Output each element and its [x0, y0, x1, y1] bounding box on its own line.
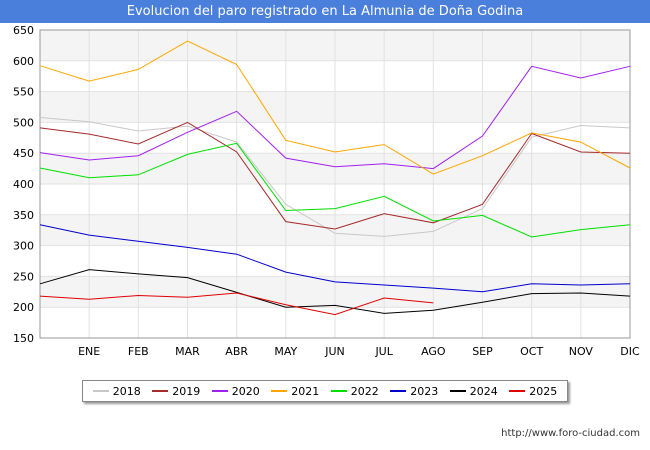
legend-swatch	[330, 390, 347, 392]
legend-item-2025: 2025	[509, 385, 557, 398]
x-tick-label: AGO	[421, 345, 446, 358]
x-tick-label: FEB	[128, 345, 149, 358]
y-tick-label: 600	[13, 55, 34, 68]
y-tick-label: 550	[13, 86, 34, 99]
x-tick-label: OCT	[520, 345, 543, 358]
legend-item-2024: 2024	[449, 384, 498, 398]
legend-item-2021: 2021	[271, 385, 319, 398]
plot-frame	[39, 29, 631, 339]
legend-swatch	[271, 390, 288, 392]
x-tick-label: DIC	[620, 345, 640, 358]
x-tick-label: JUL	[374, 345, 393, 358]
legend-item-2018: 2018	[92, 384, 141, 398]
y-tick-label: 350	[13, 209, 34, 222]
series-line-2022	[39, 142, 631, 238]
legend-swatch	[509, 390, 526, 392]
legend-label: 2022	[350, 384, 379, 398]
legend-label: 2023	[410, 384, 439, 398]
source-credit: http://www.foro-ciudad.com	[501, 428, 640, 439]
legend-label: 2021	[291, 384, 320, 398]
series-line-2021	[39, 40, 631, 175]
legend-item-2019: 2019	[152, 385, 200, 398]
y-tick-label: 150	[13, 332, 34, 345]
series-line-2019	[39, 121, 631, 230]
series-line-2020	[39, 65, 631, 170]
series-line-2025	[39, 292, 434, 316]
legend-item-2023: 2023	[390, 385, 438, 398]
series-line-2018	[39, 117, 631, 237]
x-tick-label: ABR	[225, 345, 248, 358]
legend-swatch	[92, 390, 109, 392]
y-tick-label: 250	[13, 270, 34, 283]
legend-label: 2018	[112, 384, 141, 398]
legend-item-2020: 2020	[211, 384, 260, 398]
x-tick-label: MAR	[175, 345, 200, 358]
series-line-2023	[39, 224, 631, 293]
legend-item-2022: 2022	[330, 384, 379, 398]
series-line-2024	[39, 269, 631, 314]
x-tick-label: ENE	[78, 345, 100, 358]
y-tick-label: 500	[13, 116, 34, 129]
legend-label: 2020	[231, 384, 260, 398]
y-tick-label: 300	[13, 240, 34, 253]
y-tick-label: 650	[13, 24, 34, 37]
legend-swatch	[390, 390, 407, 392]
x-tick-label: JUN	[324, 345, 345, 358]
x-tick-label: MAY	[274, 345, 297, 358]
legend-label: 2024	[469, 384, 498, 398]
x-tick-label: SEP	[472, 345, 493, 358]
y-tick-label: 450	[13, 147, 34, 160]
legend-label: 2025	[529, 384, 558, 398]
x-tick-label: NOV	[569, 345, 594, 358]
legend-swatch	[211, 390, 228, 392]
legend: 2018 2019 2020 2021 2022 2023 2024 2025	[82, 380, 568, 402]
y-tick-label: 400	[13, 178, 34, 191]
chart-title: Evolucion del paro registrado en La Almu…	[0, 0, 650, 23]
legend-label: 2019	[172, 384, 201, 398]
y-tick-label: 200	[13, 301, 34, 314]
legend-swatch	[449, 390, 466, 392]
legend-swatch	[152, 390, 169, 392]
